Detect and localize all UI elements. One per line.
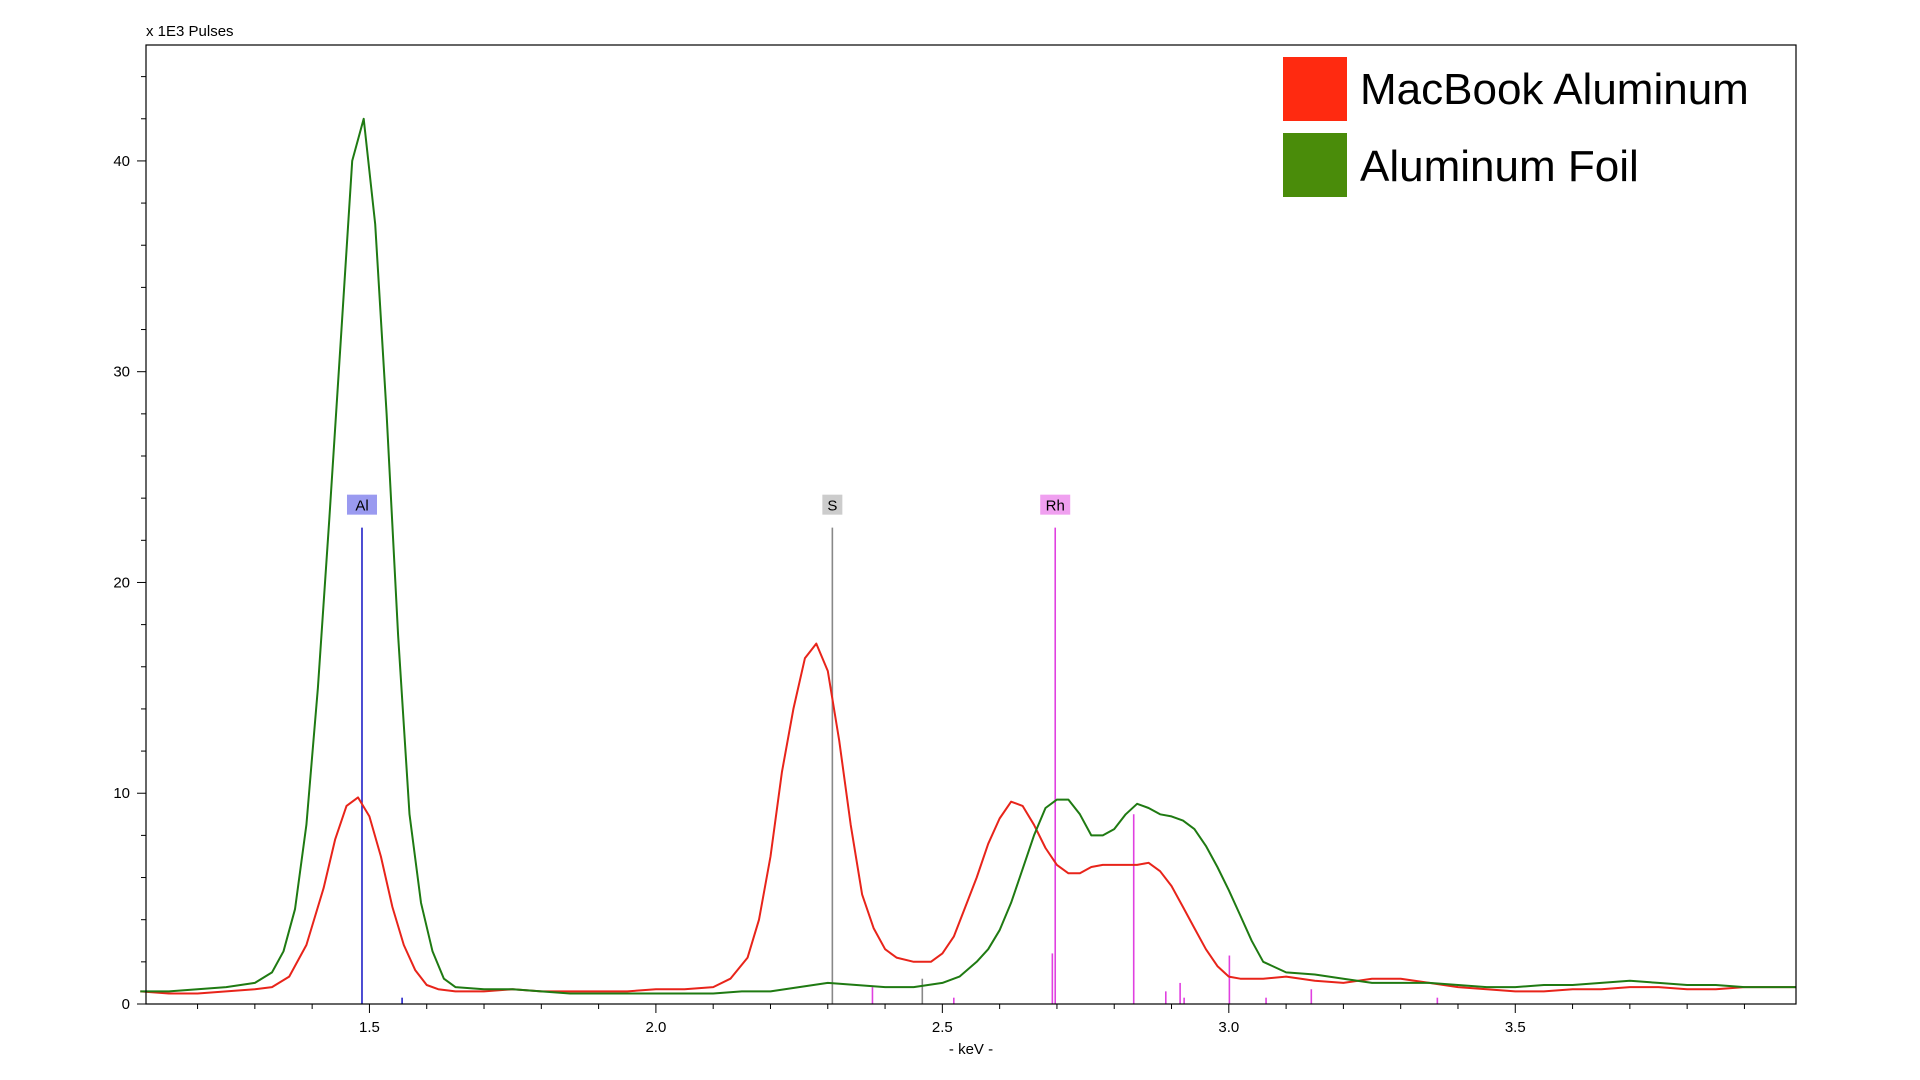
element-label-al: Al bbox=[355, 498, 368, 515]
legend-label-aluminum-foil: Aluminum Foil bbox=[1360, 142, 1639, 191]
x-tick-label-2.0: 2.0 bbox=[645, 1019, 666, 1036]
element-label-box-al bbox=[346, 494, 377, 515]
y-tick-label-20: 20 bbox=[113, 574, 130, 591]
element-label-box-rh bbox=[1040, 494, 1071, 515]
x-tick-label-2.5: 2.5 bbox=[932, 1019, 953, 1036]
y-tick-label-40: 40 bbox=[113, 153, 130, 170]
legend-swatch-macbook-aluminum bbox=[1283, 57, 1347, 121]
axis-layer: 1.5 2.0 2.5 3.0 3.5 0 10 20 30 40 bbox=[113, 76, 1745, 1036]
element-label-box-s bbox=[822, 494, 843, 515]
y-tick-label-30: 30 bbox=[113, 364, 130, 381]
legend: MacBook Aluminum Aluminum Foil bbox=[1283, 57, 1749, 197]
plot-area-frame bbox=[145, 44, 1797, 1005]
legend-swatch-aluminum-foil bbox=[1283, 133, 1347, 197]
element-label-s: S bbox=[827, 498, 837, 515]
x-tick-label-1.5: 1.5 bbox=[359, 1019, 380, 1036]
legend-label-macbook-aluminum: MacBook Aluminum bbox=[1360, 65, 1749, 114]
y-tick-label-0: 0 bbox=[122, 996, 130, 1013]
x-tick-label-3.0: 3.0 bbox=[1218, 1019, 1239, 1036]
element-label-rh: Rh bbox=[1046, 498, 1065, 515]
series-line-aluminum-foil bbox=[140, 117, 1796, 995]
x-axis-label: - keV - bbox=[949, 1041, 993, 1058]
marker-layer: Al S Rh bbox=[346, 494, 1439, 1004]
x-tick-label-3.5: 3.5 bbox=[1505, 1019, 1526, 1036]
y-tick-label-10: 10 bbox=[113, 785, 130, 802]
y-unit-label: x 1E3 Pulses bbox=[146, 23, 234, 40]
series-layer bbox=[140, 117, 1796, 995]
series-line-macbook-aluminum bbox=[140, 642, 1796, 995]
